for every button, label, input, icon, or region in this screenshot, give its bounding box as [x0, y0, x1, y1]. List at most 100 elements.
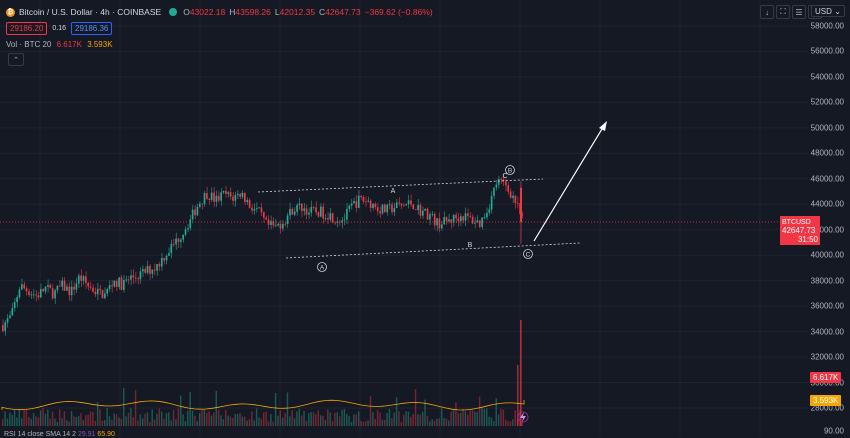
candle-body — [54, 290, 56, 299]
candle-body — [92, 287, 94, 292]
candle-body — [452, 214, 455, 223]
volume-bar — [319, 415, 322, 426]
volume-bar — [308, 413, 310, 426]
candle-body — [478, 220, 481, 227]
candle-body — [20, 284, 23, 290]
candle-body — [108, 285, 111, 290]
candle-body — [96, 288, 99, 295]
candle-body — [329, 213, 332, 220]
candle-body — [2, 325, 4, 331]
candle-body — [310, 206, 313, 213]
candle-body — [305, 208, 308, 215]
price-tick: 46000.00 — [810, 174, 844, 184]
candle-body — [70, 286, 73, 296]
candle-body — [426, 208, 429, 220]
volume-bar — [206, 413, 208, 426]
volume-bar — [457, 413, 459, 426]
volume-bar — [293, 418, 296, 426]
volume-bar — [357, 411, 360, 426]
candle-body — [355, 201, 358, 208]
collapse-legend-button[interactable]: ⌃ — [8, 53, 24, 66]
volume-bar — [170, 420, 172, 426]
volume-bar — [127, 412, 130, 426]
volume-bar — [374, 419, 376, 426]
candle-body — [279, 223, 282, 229]
candle-body — [239, 193, 241, 197]
candle-body — [438, 218, 441, 229]
volume-bar — [277, 415, 279, 426]
volume-bar — [101, 420, 104, 426]
volume-bar — [426, 415, 429, 426]
volume-bar — [37, 417, 40, 426]
candle-body — [476, 220, 479, 223]
candle-body — [521, 214, 524, 216]
volume-bar — [130, 408, 132, 426]
candle-body — [132, 275, 135, 278]
candle-body — [286, 215, 289, 225]
candle-body — [85, 276, 87, 283]
volume-bar — [137, 420, 139, 426]
volume-bar — [139, 414, 142, 426]
candle-body — [448, 219, 450, 222]
volume-bar — [490, 417, 493, 426]
candle-body — [405, 204, 408, 206]
candle-body — [241, 192, 244, 197]
volume-bar — [398, 411, 400, 426]
symbol-title[interactable]: Bitcoin / U.S. Dollar · 4h · COINBASE — [19, 7, 162, 17]
candle-body — [263, 212, 265, 218]
candle-body — [201, 203, 203, 205]
volume-bar — [32, 413, 35, 426]
ohlc-key: H — [229, 7, 236, 17]
volume-bar — [372, 412, 374, 426]
volume-bar — [450, 411, 452, 426]
download-button[interactable]: ↓ — [760, 5, 774, 19]
settings-icon: ☰ — [795, 7, 803, 17]
candle-body — [388, 204, 391, 206]
lightning-icon — [520, 412, 526, 422]
candle-body — [160, 258, 163, 267]
candle-body — [267, 219, 270, 225]
candle-body — [455, 214, 457, 219]
fullscreen-icon: ⛶ — [780, 7, 786, 16]
price-tick: 42000.00 — [810, 225, 844, 235]
candle-body — [68, 286, 71, 296]
volume-bar — [39, 410, 42, 426]
wave-label-a: A — [391, 188, 396, 195]
candle-body — [300, 203, 303, 211]
candle-body — [360, 195, 362, 198]
volume-bar — [82, 420, 85, 426]
fullscreen-button[interactable]: ⛶ — [776, 5, 790, 19]
currency-select[interactable]: USD ⌄ — [811, 5, 845, 17]
candle-body — [82, 276, 85, 281]
ohlc-key: C — [319, 7, 326, 17]
candle-body — [319, 206, 322, 217]
volume-bar — [452, 409, 455, 426]
volume-bar — [486, 408, 488, 426]
candle-body — [512, 195, 514, 198]
volume-bar — [270, 414, 272, 426]
candle-body — [505, 181, 507, 186]
candle-body — [395, 202, 398, 209]
ohlc-key: L — [274, 7, 280, 17]
candle-body — [61, 280, 63, 287]
volume-bar — [63, 411, 66, 426]
volume-bar — [410, 416, 412, 426]
candle-body — [156, 264, 158, 271]
volume-bar — [210, 415, 213, 426]
candle-body — [265, 217, 268, 220]
buy-button[interactable]: 29186.36 — [71, 22, 113, 35]
candle-body — [324, 217, 327, 219]
price-tick: 28000.00 — [810, 403, 844, 413]
candle-body — [350, 203, 353, 206]
candle-body — [115, 280, 118, 287]
volume-bar — [469, 409, 471, 426]
volume-bar — [113, 413, 115, 426]
sell-button[interactable]: 29186.20 — [6, 22, 48, 35]
volume-bar — [355, 414, 357, 426]
candle-body — [101, 290, 104, 299]
price-tick: 52000.00 — [810, 97, 844, 107]
candle-body — [341, 220, 343, 223]
settings-button[interactable]: ☰ — [792, 5, 806, 19]
